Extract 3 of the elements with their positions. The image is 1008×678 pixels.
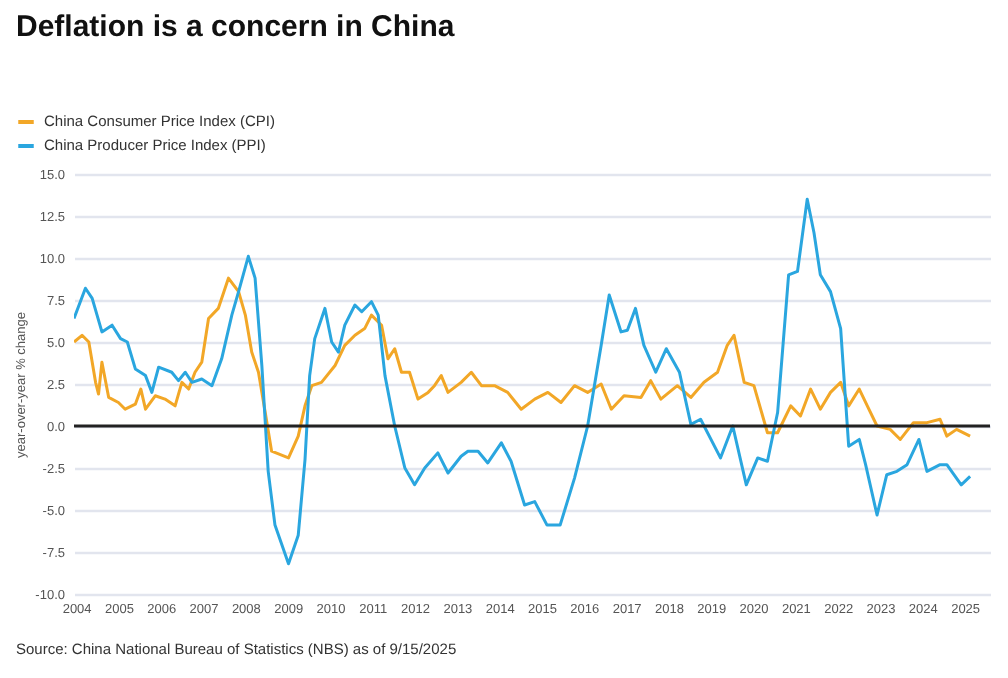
line-series (74, 276, 972, 460)
line-series (74, 197, 972, 566)
chart-title: Deflation is a concern in China (14, 8, 457, 48)
